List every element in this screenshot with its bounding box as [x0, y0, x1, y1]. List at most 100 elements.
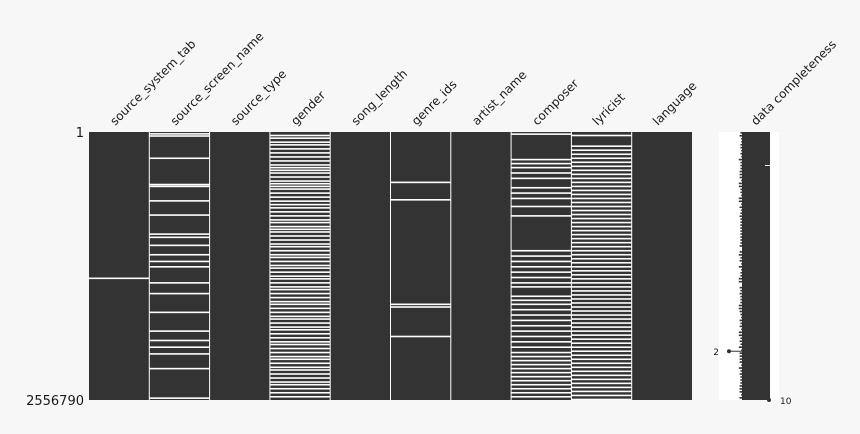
sparkline-step	[738, 182, 745, 185]
missing-value-line	[511, 314, 572, 316]
missing-value-line	[269, 185, 331, 188]
missing-value-line	[269, 337, 331, 339]
column-labels: source_system_tabsource_screen_namesourc…	[107, 29, 699, 128]
missing-value-line	[511, 379, 572, 382]
sparkline-step	[738, 307, 745, 310]
missing-value-line	[269, 282, 331, 284]
missing-value-line	[511, 286, 572, 288]
missing-value-line	[571, 398, 632, 401]
missing-value-line	[149, 330, 210, 332]
missing-value-line	[571, 358, 632, 361]
matrix-column	[330, 132, 391, 400]
column-label: song_length	[349, 67, 411, 129]
missing-value-line	[511, 324, 572, 327]
missing-value-line	[571, 249, 632, 252]
missing-value-line	[571, 270, 632, 272]
missing-value-line	[511, 303, 572, 306]
sparkline-step	[740, 289, 745, 292]
missing-value-line	[269, 225, 331, 228]
missing-value-line	[269, 192, 331, 194]
missing-value-line	[269, 275, 331, 277]
missing-value-line	[269, 203, 331, 206]
missing-value-line	[149, 260, 210, 263]
missing-value-line	[571, 338, 632, 340]
missing-value-line	[149, 133, 210, 135]
missing-value-line	[269, 137, 331, 139]
sparkline-step	[739, 215, 745, 217]
missing-value-line	[571, 366, 632, 369]
sparkline-step	[739, 173, 745, 176]
column-label: language	[650, 79, 699, 128]
missing-value-line	[269, 278, 331, 280]
missing-value-line	[571, 378, 632, 381]
missing-value-line	[269, 239, 331, 241]
missing-value-line	[571, 302, 632, 304]
sparkline-step	[738, 197, 745, 200]
missing-value-line	[511, 205, 572, 208]
sparkline-step	[738, 277, 745, 280]
missing-value-line	[390, 335, 451, 338]
missing-value-line	[571, 201, 632, 204]
missing-value-line	[269, 219, 331, 221]
sparkline-min-label: 2	[713, 348, 719, 358]
missing-value-line	[269, 188, 331, 190]
missing-value-line	[390, 181, 451, 184]
sparkline-step	[741, 203, 745, 206]
missing-value-line	[269, 347, 331, 350]
y-tick-top: 1	[76, 126, 84, 141]
missing-value-line	[149, 185, 210, 188]
missing-value-line	[269, 328, 331, 331]
missing-value-line	[269, 148, 331, 150]
sparkline-step	[740, 274, 745, 277]
missing-value-line	[571, 294, 632, 296]
sparkline-step	[739, 251, 745, 253]
missing-value-line	[571, 233, 632, 236]
missing-value-line	[149, 346, 210, 348]
column-label: artist_name	[469, 68, 529, 128]
missing-value-line	[571, 157, 632, 160]
missing-value-line	[149, 157, 210, 160]
sparkline-step	[741, 140, 745, 143]
sparkline-step	[740, 295, 745, 298]
missing-value-line	[571, 185, 632, 188]
missing-value-line	[511, 133, 572, 135]
missing-value-line	[571, 261, 632, 264]
sparkline-step	[740, 164, 745, 167]
missing-value-line	[149, 253, 210, 256]
sparkline-step	[741, 137, 745, 140]
sparkline-step	[739, 397, 745, 399]
sparkline-step	[738, 158, 745, 161]
missing-value-line	[511, 162, 572, 165]
missing-value-line	[511, 359, 572, 362]
missing-value-line	[571, 390, 632, 393]
sparkline-step	[739, 176, 745, 179]
missing-value-line	[571, 225, 632, 228]
missing-value-line	[511, 341, 572, 343]
missing-value-line	[269, 235, 331, 237]
missing-value-line	[269, 333, 331, 335]
missing-value-line	[269, 351, 331, 354]
missing-value-line	[89, 277, 150, 280]
missing-value-line	[511, 391, 572, 394]
missing-value-line	[571, 165, 632, 168]
missing-value-line	[571, 386, 632, 389]
missing-value-line	[149, 397, 210, 399]
sparkline-step	[740, 167, 745, 170]
sparkline-step	[740, 224, 745, 226]
missing-value-line	[571, 177, 632, 180]
sparkline-step	[740, 221, 745, 223]
sparkline-step	[740, 337, 745, 340]
sparkline-step	[740, 236, 745, 238]
missing-value-line	[269, 307, 331, 310]
missing-value-line	[511, 295, 572, 298]
sparkline-step	[740, 298, 745, 301]
missing-value-line	[269, 288, 331, 291]
sparkline-step	[740, 242, 745, 244]
sparkline-step	[741, 394, 745, 396]
sparkline-step	[739, 352, 745, 354]
missing-value-line	[511, 395, 572, 398]
missing-value-line	[269, 176, 331, 178]
missing-value-line	[571, 193, 632, 196]
sparkline-step	[740, 313, 745, 316]
missing-value-line	[269, 318, 331, 320]
